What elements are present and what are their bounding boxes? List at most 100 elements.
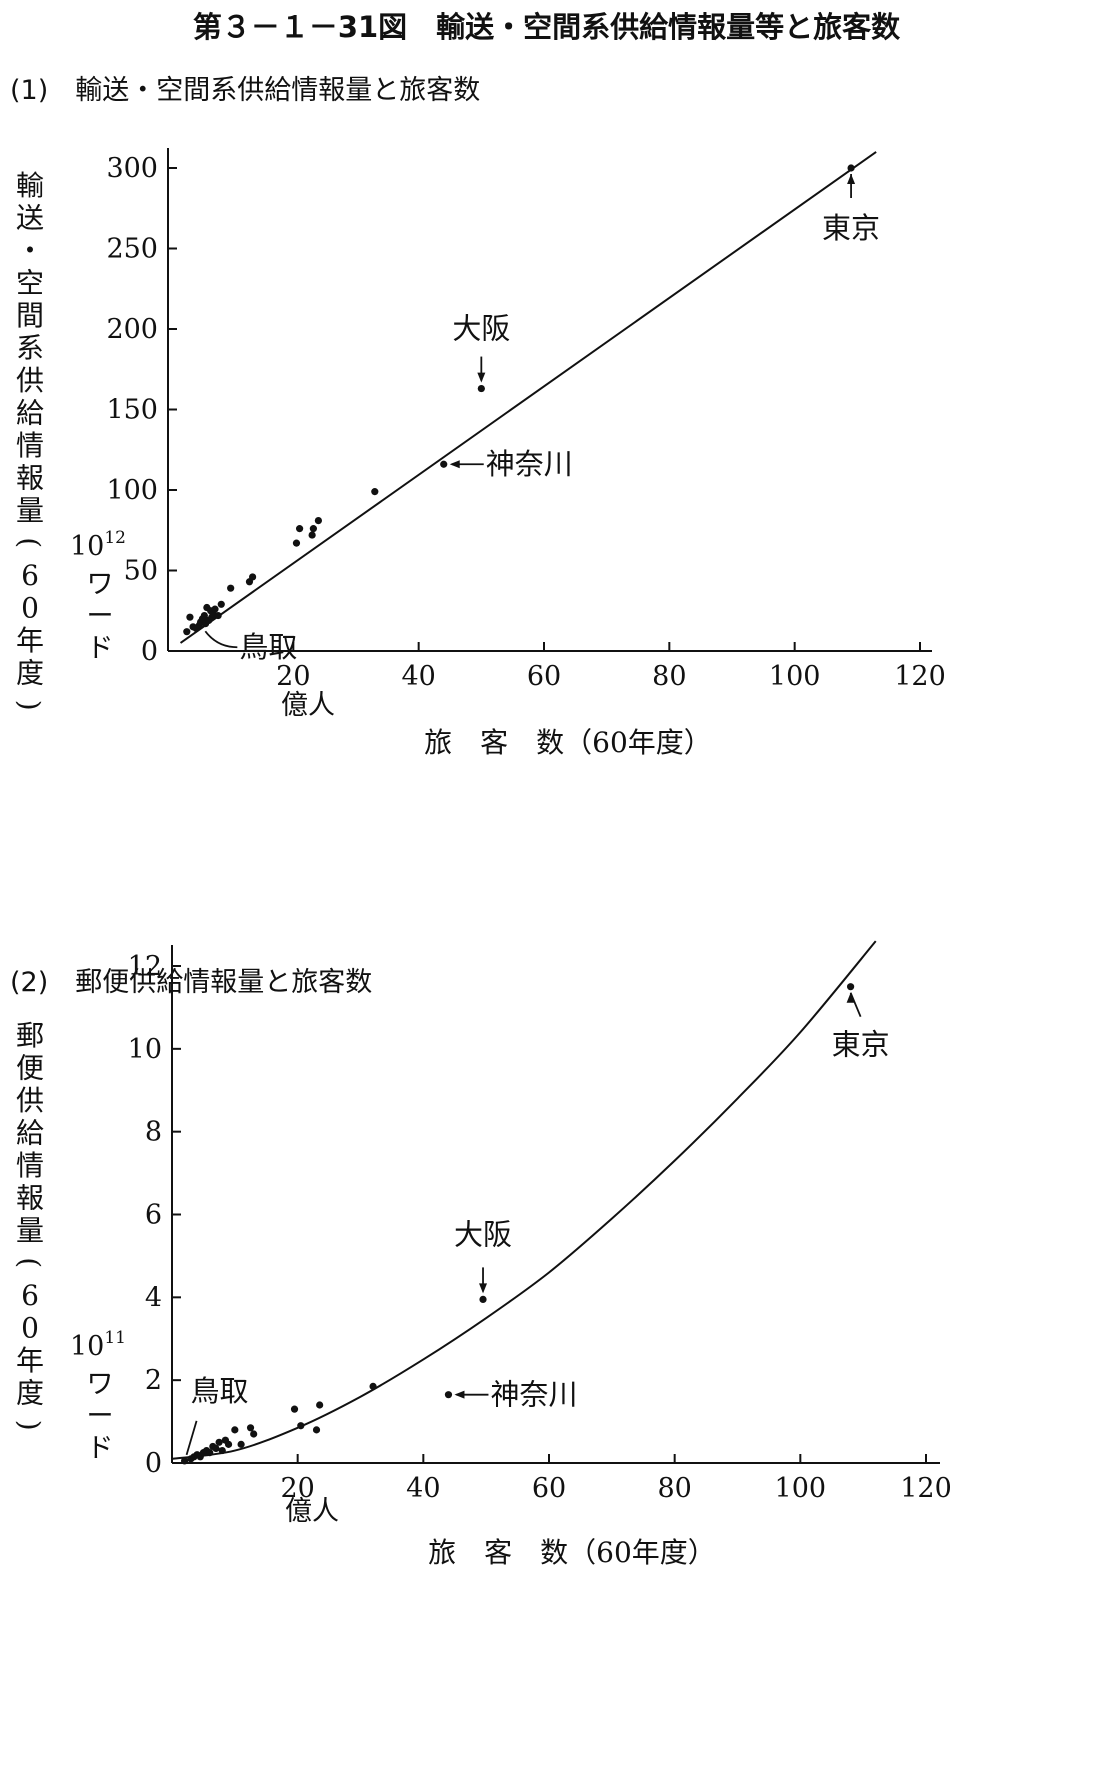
annotation-label: 神奈川 bbox=[490, 1378, 577, 1412]
annotation-label: 東京 bbox=[822, 211, 880, 245]
data-point bbox=[369, 1382, 377, 1390]
annotation-label: 鳥取 bbox=[191, 1374, 249, 1408]
annotation: 神奈川 bbox=[454, 1378, 577, 1412]
y-tick-label: 50 bbox=[124, 556, 158, 587]
annotation: 大阪 bbox=[454, 1217, 512, 1294]
data-point bbox=[212, 1444, 220, 1453]
svg-text:・: ・ bbox=[16, 234, 44, 267]
x-tick-label: 120 bbox=[894, 661, 946, 692]
x-tick-label: 60 bbox=[532, 1473, 566, 1504]
svg-text:輸: 輸 bbox=[16, 169, 44, 202]
svg-text:給: 給 bbox=[16, 397, 44, 430]
data-point bbox=[200, 611, 208, 620]
x-tick-label: 100 bbox=[775, 1473, 827, 1504]
y-tick-label: 10 bbox=[128, 1034, 162, 1065]
annotation: 神奈川 bbox=[449, 447, 573, 481]
x-tick-label: 80 bbox=[652, 661, 686, 692]
svg-text:郵: 郵 bbox=[16, 1019, 44, 1052]
data-point bbox=[217, 600, 225, 608]
data-point bbox=[183, 628, 191, 636]
svg-text:): ) bbox=[13, 700, 46, 711]
x-unit-label: 億人 bbox=[281, 690, 335, 721]
y-tick-label: 300 bbox=[106, 153, 158, 184]
y-unit-label: 1011 bbox=[70, 1328, 126, 1362]
x-tick-label: 20 bbox=[280, 1473, 314, 1504]
svg-text:0: 0 bbox=[21, 1312, 39, 1345]
svg-text:量: 量 bbox=[16, 494, 44, 527]
annotation: 大阪 bbox=[452, 312, 510, 383]
data-point bbox=[290, 1405, 299, 1413]
data-point bbox=[237, 1440, 245, 1448]
x-tick-label: 120 bbox=[900, 1473, 952, 1504]
svg-text:6: 6 bbox=[21, 1279, 39, 1312]
y-axis-label: 輸送・空間系供給情報量 (60年度) bbox=[13, 169, 46, 711]
y-tick-label: 4 bbox=[145, 1282, 162, 1313]
data-point bbox=[312, 1426, 321, 1434]
y-tick-label: 250 bbox=[106, 234, 158, 265]
y-tick-label: 0 bbox=[141, 636, 158, 667]
data-point bbox=[479, 1295, 487, 1304]
svg-text:(: ( bbox=[13, 1257, 46, 1268]
x-tick-label: 60 bbox=[527, 661, 561, 692]
data-point bbox=[440, 460, 448, 468]
data-point bbox=[308, 531, 316, 539]
svg-text:報: 報 bbox=[16, 1182, 44, 1215]
y-tick-label: 150 bbox=[106, 395, 158, 426]
svg-text:空: 空 bbox=[16, 267, 44, 300]
data-point bbox=[314, 516, 322, 525]
svg-text:年: 年 bbox=[16, 624, 44, 657]
svg-text:): ) bbox=[13, 1420, 46, 1431]
data-point bbox=[371, 488, 379, 496]
svg-text:供: 供 bbox=[16, 1084, 44, 1117]
svg-text:情: 情 bbox=[16, 1149, 44, 1182]
x-tick-label: 20 bbox=[276, 661, 310, 692]
data-point bbox=[206, 1449, 214, 1457]
annotation-label: 鳥取 bbox=[239, 630, 297, 664]
svg-text:供: 供 bbox=[16, 364, 44, 397]
y-tick-label: 100 bbox=[106, 475, 158, 506]
annotation-label: 大阪 bbox=[452, 312, 510, 346]
x-unit-label: 億人 bbox=[285, 1496, 339, 1527]
data-point bbox=[847, 164, 855, 172]
y-unit-word: ワード bbox=[87, 569, 114, 664]
x-axis-label: 旅 客 数（60年度） bbox=[424, 726, 712, 759]
data-point bbox=[215, 1438, 223, 1446]
x-tick-label: 40 bbox=[406, 1473, 440, 1504]
fit-curve bbox=[171, 940, 877, 1460]
svg-text:ド: ド bbox=[87, 633, 114, 664]
svg-text:度: 度 bbox=[16, 1377, 44, 1410]
data-point bbox=[477, 384, 485, 393]
svg-text:(: ( bbox=[13, 537, 46, 548]
svg-text:年: 年 bbox=[16, 1344, 44, 1377]
annotation-label: 神奈川 bbox=[486, 447, 573, 481]
data-point bbox=[224, 1440, 233, 1448]
annotation-label: 大阪 bbox=[454, 1217, 512, 1251]
y-tick-label: 6 bbox=[145, 1200, 162, 1231]
y-unit-word: ワード bbox=[87, 1369, 114, 1464]
data-point bbox=[444, 1391, 453, 1399]
svg-text:ー: ー bbox=[87, 1401, 114, 1432]
y-axis-label: 郵便供給情報量 (60年度) bbox=[13, 1019, 46, 1431]
data-point bbox=[227, 584, 235, 592]
annotation: 東京 bbox=[832, 992, 890, 1062]
x-axis-label: 旅 客 数（60年度） bbox=[428, 1536, 716, 1569]
svg-text:給: 給 bbox=[16, 1117, 44, 1150]
svg-text:ド: ド bbox=[87, 1433, 114, 1464]
data-point bbox=[249, 573, 257, 581]
data-point bbox=[847, 983, 855, 991]
x-tick-label: 40 bbox=[401, 661, 435, 692]
data-point bbox=[218, 1446, 226, 1455]
svg-text:度: 度 bbox=[16, 657, 44, 690]
svg-text:ー: ー bbox=[87, 601, 114, 632]
data-point bbox=[250, 1430, 258, 1438]
data-point bbox=[292, 539, 301, 547]
data-point bbox=[211, 605, 219, 613]
data-point bbox=[297, 1422, 305, 1430]
data-point bbox=[296, 525, 304, 533]
data-point bbox=[180, 1457, 189, 1465]
data-point bbox=[186, 613, 194, 621]
data-point bbox=[214, 611, 222, 620]
x-tick-label: 80 bbox=[657, 1473, 691, 1504]
